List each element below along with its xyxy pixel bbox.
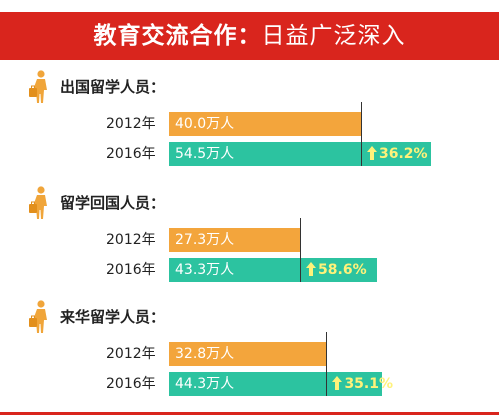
tick-label: 2012年 (106, 116, 156, 132)
section-title: 来华留学人员： (60, 308, 166, 326)
bottom-rule (0, 412, 499, 415)
data-label: 40.0万人 (175, 116, 235, 132)
bar-2012: 27.3万人 (169, 228, 301, 252)
growth-label: 35.1% (332, 372, 393, 396)
tick-label: 2012年 (106, 346, 156, 362)
tick-label: 2016年 (106, 376, 156, 392)
data-label: 44.3万人 (175, 376, 235, 392)
bar-2012: 40.0万人 (169, 112, 361, 136)
title-rest: 日益广泛深入 (261, 23, 406, 49)
growth-value: 36.2% (379, 146, 428, 162)
person-briefcase-icon (28, 186, 54, 220)
data-label: 27.3万人 (175, 232, 235, 248)
data-label: 43.3万人 (175, 262, 235, 278)
page-title: 教育交流合作：日益广泛深入 (0, 12, 499, 60)
title-bold: 教育交流合作： (93, 23, 262, 49)
chart-section: 来华留学人员： 2012年 32.8万人 2016年 44.3万人 35.1% (0, 300, 499, 420)
tick-label: 2016年 (106, 262, 156, 278)
section-title: 留学回国人员： (60, 194, 166, 212)
growth-label: 58.6% (306, 258, 367, 282)
person-briefcase-icon (28, 70, 54, 104)
growth-label: 36.2% (367, 142, 428, 166)
baseline-marker (326, 332, 328, 396)
up-arrow-icon (306, 260, 317, 276)
up-arrow-icon (367, 144, 377, 160)
bar-2016: 43.3万人 (169, 258, 377, 282)
growth-value: 58.6% (318, 262, 367, 278)
baseline-marker (300, 218, 302, 282)
data-label: 54.5万人 (175, 146, 235, 162)
tick-label: 2016年 (106, 146, 156, 162)
growth-value: 35.1% (344, 376, 394, 392)
bar-2012: 32.8万人 (169, 342, 327, 366)
section-title: 出国留学人员： (60, 78, 166, 96)
bar-2016: 54.5万人 (169, 142, 431, 166)
chart-section: 出国留学人员： 2012年 40.0万人 2016年 54.5万人 36.2% (0, 70, 499, 190)
baseline-marker (361, 102, 362, 166)
tick-label: 2012年 (106, 232, 156, 248)
data-label: 32.8万人 (175, 346, 235, 362)
person-briefcase-icon (28, 300, 54, 334)
up-arrow-icon (332, 374, 343, 390)
header-banner: 教育交流合作：日益广泛深入 (0, 12, 499, 60)
bar-2016: 44.3万人 (169, 372, 382, 396)
chart-section: 留学回国人员： 2012年 27.3万人 2016年 43.3万人 58.6% (0, 186, 499, 306)
